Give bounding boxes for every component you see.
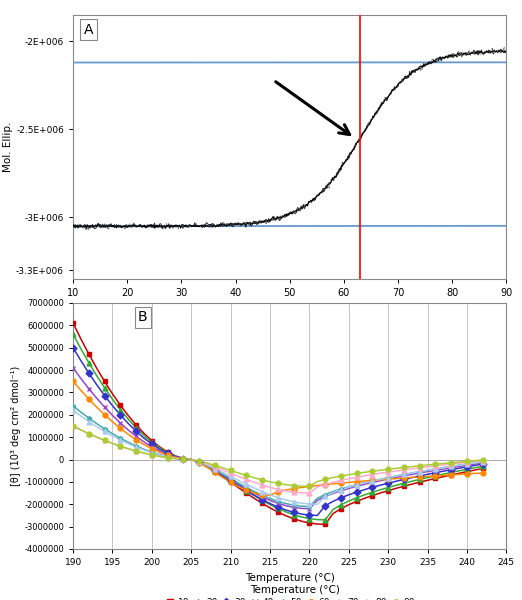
Text: B: B	[138, 310, 148, 325]
Text: Temperature (°C): Temperature (°C)	[250, 585, 340, 595]
Legend: 10, 20, 30, 40, 50, 60, 70, 80, 90: 10, 20, 30, 40, 50, 60, 70, 80, 90	[165, 598, 414, 600]
X-axis label: Temperature [C]: Temperature [C]	[247, 304, 332, 314]
X-axis label: Temperature (°C): Temperature (°C)	[245, 572, 335, 583]
Text: A: A	[84, 23, 93, 37]
Y-axis label: [θ] (10³ deg cm² dmol⁻¹): [θ] (10³ deg cm² dmol⁻¹)	[11, 366, 21, 486]
Y-axis label: Mol. Ellip.: Mol. Ellip.	[3, 122, 13, 172]
